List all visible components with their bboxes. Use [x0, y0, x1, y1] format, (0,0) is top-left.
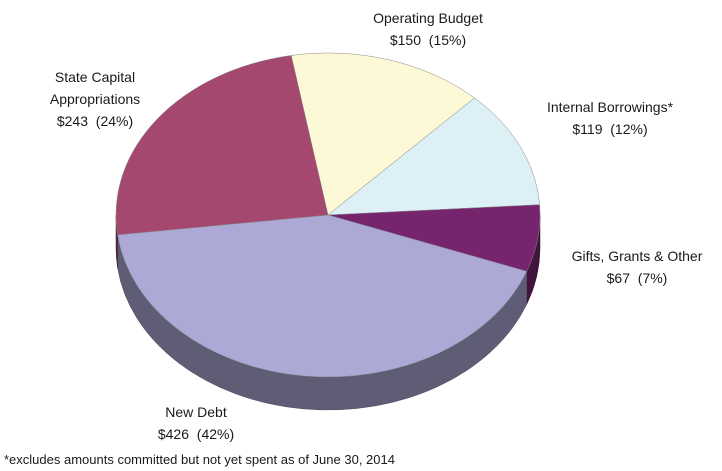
value-label: $150 (15%)	[389, 32, 467, 48]
slice-label: State Capital Appropriations $243 (24%)	[35, 66, 155, 132]
slice-label: Operating Budget $150 (15%)	[373, 7, 483, 51]
value-label: $426 (42%)	[157, 426, 235, 442]
pie-slice	[117, 214, 528, 378]
value-label: $243 (24%)	[56, 113, 134, 129]
pie-slice	[290, 52, 475, 216]
category-name: Internal Borrowings*	[546, 99, 674, 115]
slice-label: Internal Borrowings* $119 (12%)	[547, 96, 673, 140]
value-label: $119 (12%)	[572, 121, 648, 137]
category-name: New Debt	[165, 404, 227, 420]
value-label: $67 (7%)	[606, 270, 668, 286]
category-name: Operating Budget	[373, 10, 483, 26]
footnote: *excludes amounts committed but not yet …	[4, 452, 395, 467]
category-name: Gifts, Grants & Other	[571, 248, 703, 264]
pie-slice	[327, 97, 540, 216]
pie-slice	[115, 55, 329, 236]
slice-label: Gifts, Grants & Other $67 (7%)	[572, 245, 703, 289]
category-name: State Capital Appropriations	[49, 69, 141, 107]
slice-label: New Debt $426 (42%)	[158, 401, 234, 445]
